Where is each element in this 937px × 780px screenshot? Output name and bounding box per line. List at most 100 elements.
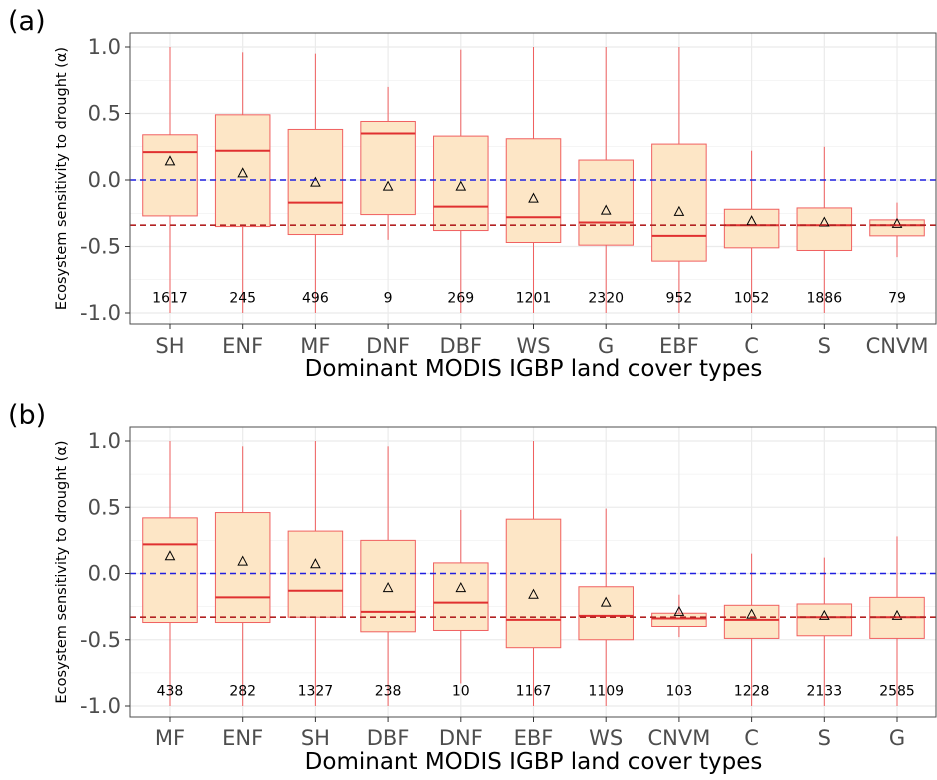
mean-marker <box>673 605 685 616</box>
sample-count-label: 496 <box>302 290 329 306</box>
mean-marker <box>600 596 612 607</box>
y-tick-label: -0.5 <box>80 628 121 652</box>
box-DBF: 269 <box>433 49 489 313</box>
box-SH: 1617 <box>142 47 198 313</box>
panel-label: (a) <box>8 6 46 37</box>
mean-marker <box>528 588 539 599</box>
x-axis-label: Dominant MODIS IGBP land cover types <box>305 749 763 775</box>
y-axis-label: Ecosystem sensitivity to drought (α) <box>54 47 70 310</box>
sample-count-label: 269 <box>447 290 474 306</box>
box-MF: 496 <box>287 53 344 313</box>
x-tick-label: C <box>744 334 759 358</box>
y-tick-label: 0.0 <box>88 168 121 192</box>
mean-marker <box>600 204 612 215</box>
y-tick-label: -0.5 <box>80 235 121 259</box>
x-tick-label: MF <box>155 726 185 750</box>
box-WS: 1109 <box>578 508 634 706</box>
box-S: 1886 <box>796 146 853 313</box>
x-tick-label: MF <box>300 334 330 358</box>
mean-marker <box>237 555 249 566</box>
y-tick-label: 0.5 <box>88 495 121 519</box>
box-iqr <box>360 539 416 633</box>
y-tick-label: 1.0 <box>88 35 121 59</box>
x-tick-label: DNF <box>366 334 410 358</box>
sample-count-label: 1167 <box>516 683 552 699</box>
box-MF: 438 <box>142 441 198 706</box>
x-tick-label: SH <box>155 334 184 358</box>
sample-count-label: 2585 <box>879 683 915 699</box>
x-tick-label: CNVM <box>866 334 929 358</box>
box-DBF: 238 <box>360 446 416 706</box>
sample-count-label: 1109 <box>588 683 624 699</box>
x-tick-label: C <box>744 726 759 750</box>
x-tick-label: DBF <box>439 334 482 358</box>
box-iqr <box>287 128 344 236</box>
box-EBF: 1167 <box>505 441 562 706</box>
x-tick-label: S <box>818 726 831 750</box>
box-C: 1228 <box>723 553 780 706</box>
sample-count-label: 238 <box>375 683 402 699</box>
sample-count-label: 103 <box>666 683 693 699</box>
y-tick-label: -1.0 <box>80 301 121 325</box>
x-tick-label: G <box>598 334 614 358</box>
mean-marker <box>891 609 903 620</box>
sample-count-label: 10 <box>452 683 470 699</box>
box-iqr <box>505 518 562 649</box>
mean-marker <box>746 608 757 619</box>
box-G: 2320 <box>578 47 634 313</box>
mean-marker <box>528 192 539 203</box>
box-DNF: 9 <box>360 86 416 306</box>
box-iqr <box>142 134 198 217</box>
box-iqr <box>214 512 271 624</box>
mean-marker <box>455 180 467 191</box>
y-axis-label: Ecosystem sensitivity to drought (α) <box>54 440 70 703</box>
mean-marker <box>382 180 394 191</box>
sample-count-label: 1617 <box>152 290 188 306</box>
mean-marker <box>164 155 176 166</box>
sample-count-label: 245 <box>229 290 256 306</box>
sample-count-label: 952 <box>666 290 693 306</box>
box-ENF: 245 <box>214 52 271 313</box>
box-iqr <box>723 604 780 639</box>
box-iqr <box>578 159 634 246</box>
box-iqr <box>651 143 707 262</box>
sample-count-label: 1201 <box>516 290 552 306</box>
sample-count-label: 2133 <box>806 683 842 699</box>
box-EBF: 952 <box>651 47 707 313</box>
mean-marker <box>382 582 394 593</box>
panel-label: (b) <box>8 400 46 431</box>
x-tick-label: EBF <box>514 726 554 750</box>
y-tick-label: 0.0 <box>88 562 121 586</box>
sample-count-label: 438 <box>157 683 184 699</box>
x-tick-label: WS <box>589 726 623 750</box>
mean-marker <box>310 558 321 569</box>
box-CNVM: 79 <box>869 202 925 306</box>
x-tick-label: SH <box>301 726 330 750</box>
mean-marker <box>237 167 249 178</box>
mean-marker <box>891 217 903 228</box>
panel-a: 1617 245 496 9 269 1201 2320 952 1052 1886 79 1.0 0.… <box>8 6 937 382</box>
x-axis-label: Dominant MODIS IGBP land cover types <box>305 356 763 382</box>
mean-marker <box>164 550 176 561</box>
box-iqr <box>578 586 634 641</box>
x-tick-label: ENF <box>222 334 263 358</box>
y-tick-label: -1.0 <box>80 694 121 718</box>
box-iqr <box>360 120 416 216</box>
y-tick-label: 1.0 <box>88 429 121 453</box>
x-tick-label: ENF <box>222 726 263 750</box>
box-iqr <box>142 517 198 624</box>
sample-count-label: 1052 <box>734 290 770 306</box>
x-tick-label: CNVM <box>647 726 710 750</box>
mean-marker <box>818 216 830 227</box>
x-tick-label: DNF <box>439 726 483 750</box>
mean-marker <box>818 609 830 620</box>
mean-marker <box>673 205 685 216</box>
sample-count-label: 79 <box>888 290 906 306</box>
box-iqr <box>433 135 489 232</box>
mean-marker <box>310 176 321 187</box>
x-tick-label: DBF <box>367 726 410 750</box>
box-iqr <box>214 114 271 228</box>
panel-b: 438 282 1327 238 10 1167 1109 103 1228 2133 2585 1.… <box>8 400 937 775</box>
x-tick-label: EBF <box>659 334 699 358</box>
